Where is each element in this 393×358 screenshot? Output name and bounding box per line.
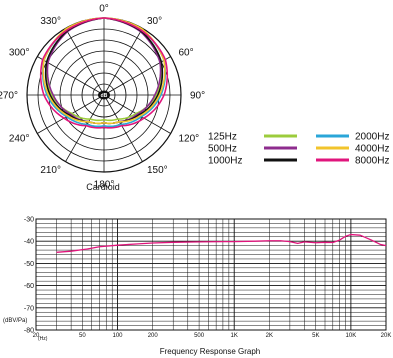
polar-angle-labels: 0° 30° 60° 90° 120° 150° 180° 210° 240° 270° 300° 3… bbox=[0, 4, 205, 191]
polar-series bbox=[39, 17, 169, 129]
center-badge: dB bbox=[98, 90, 110, 100]
polar-angle-label: 120° bbox=[179, 134, 200, 145]
legend-label: 4000Hz bbox=[355, 144, 389, 155]
frequency-response-line bbox=[56, 233, 387, 253]
frequency-x-tick: 10K bbox=[346, 333, 357, 339]
polar-angle-label: 270° bbox=[0, 91, 18, 102]
polar-angle-label: 150° bbox=[147, 165, 168, 176]
polar-series-8000hz bbox=[39, 17, 169, 129]
frequency-x-tick: 50 bbox=[79, 333, 86, 339]
polar-angle-label: 30° bbox=[147, 16, 162, 27]
frequency-x-unit: (Hz) bbox=[38, 336, 48, 342]
polar-angle-label: 330° bbox=[40, 16, 61, 27]
center-label: dB bbox=[101, 93, 108, 99]
frequency-x-tick: 20K bbox=[381, 333, 392, 339]
polar-angle-label: 90° bbox=[190, 91, 205, 102]
frequency-caption: Frequency Response Graph bbox=[160, 347, 261, 356]
frequency-x-tick: 20 bbox=[33, 333, 40, 339]
frequency-y-tick: -30 bbox=[24, 217, 34, 224]
frequency-y-tick: -50 bbox=[24, 261, 34, 268]
frequency-series bbox=[56, 233, 387, 253]
frequency-ylabel: (dBV/Pa) bbox=[3, 318, 27, 324]
frequency-frame bbox=[35, 218, 387, 331]
polar-angle-label: 60° bbox=[179, 48, 194, 59]
polar-angle-label: 300° bbox=[9, 48, 30, 59]
polar-caption: Cardioid bbox=[86, 182, 120, 192]
legend-label: 8000Hz bbox=[355, 156, 389, 167]
frequency-grid bbox=[35, 218, 387, 331]
polar-spoke bbox=[65, 94, 105, 162]
frequency-y-tick: -80 bbox=[24, 328, 34, 335]
frequency-x-tick: 1K bbox=[231, 333, 238, 339]
frequency-y-tick: -70 bbox=[24, 305, 34, 312]
frequency-x-tick: 100 bbox=[112, 333, 123, 339]
frequency-x-tick: 5K bbox=[312, 333, 319, 339]
polar-spoke bbox=[65, 28, 105, 96]
polar-angle-label: 0° bbox=[99, 4, 109, 15]
legend-label: 125Hz bbox=[208, 132, 237, 143]
frequency-tick-labels: 20 50 100 200 500 1K 2K 5K 10K 20K -30 -40 -50 -60 -70… bbox=[24, 217, 391, 340]
polar-spoke bbox=[103, 28, 143, 96]
frequency-y-tick: -40 bbox=[24, 239, 34, 246]
frequency-x-tick: 2K bbox=[266, 333, 273, 339]
frequency-x-tick: 500 bbox=[194, 333, 205, 339]
polar-angle-label: 180° bbox=[94, 180, 115, 191]
frequency-y-tick: -60 bbox=[24, 283, 34, 290]
legend-label: 1000Hz bbox=[208, 156, 242, 167]
polar-series-4000hz bbox=[42, 17, 166, 125]
polar-angle-label: 210° bbox=[40, 165, 61, 176]
polar-spoke bbox=[103, 94, 143, 162]
legend-label: 500Hz bbox=[208, 144, 237, 155]
frequency-x-tick: 200 bbox=[148, 333, 159, 339]
polar-angle-label: 240° bbox=[9, 134, 30, 145]
legend-label: 2000Hz bbox=[355, 132, 389, 143]
